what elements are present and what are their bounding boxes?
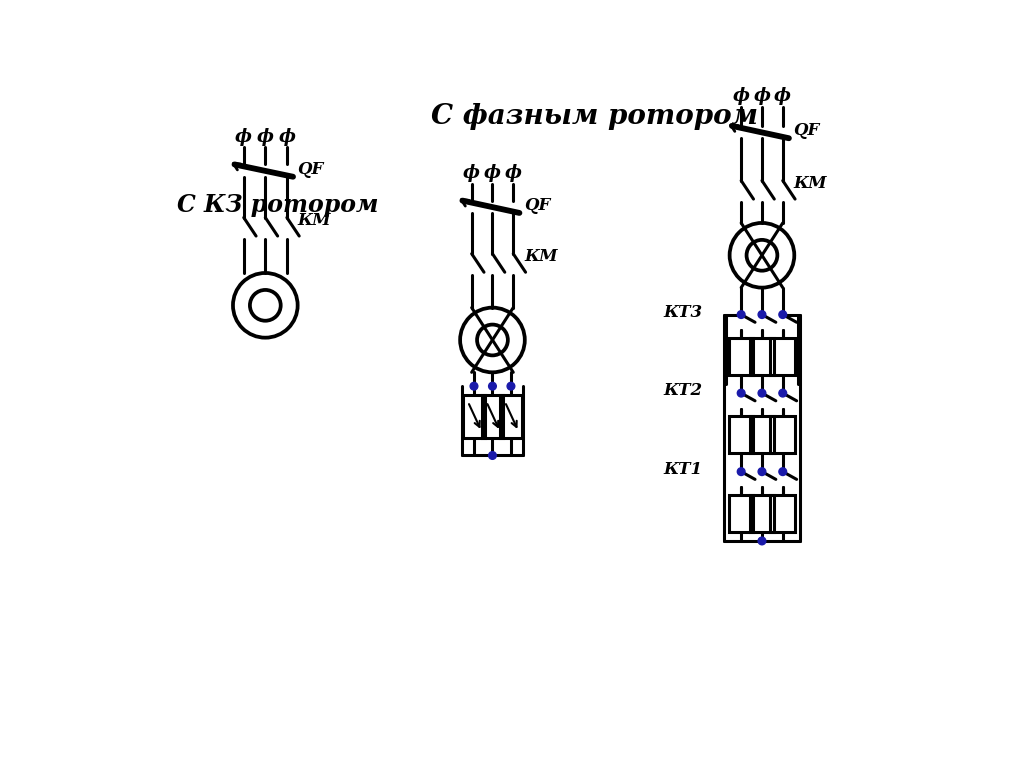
Circle shape: [758, 390, 766, 397]
Text: ϕ: ϕ: [484, 164, 501, 182]
Text: КМ: КМ: [794, 175, 827, 193]
Circle shape: [737, 468, 745, 476]
Text: QF: QF: [524, 196, 550, 214]
Bar: [770, 495, 795, 532]
Text: КТ2: КТ2: [664, 382, 702, 400]
Text: КМ: КМ: [524, 249, 557, 265]
Circle shape: [488, 382, 497, 390]
Bar: [500, 396, 521, 438]
Bar: [481, 396, 503, 438]
Circle shape: [737, 311, 745, 318]
Circle shape: [737, 390, 745, 397]
Text: КТ3: КТ3: [664, 304, 702, 321]
Bar: [770, 337, 795, 374]
Circle shape: [758, 537, 766, 545]
Text: С фазным ротором: С фазным ротором: [431, 104, 758, 130]
Circle shape: [779, 311, 786, 318]
Circle shape: [488, 452, 497, 459]
Text: QF: QF: [298, 160, 324, 177]
Text: КТ1: КТ1: [664, 461, 702, 478]
Text: ϕ: ϕ: [505, 164, 522, 182]
Circle shape: [758, 468, 766, 476]
Circle shape: [507, 382, 515, 390]
Circle shape: [758, 311, 766, 318]
Text: ϕ: ϕ: [463, 164, 480, 182]
Text: С КЗ ротором: С КЗ ротором: [177, 193, 378, 217]
Bar: [750, 416, 774, 453]
Text: ϕ: ϕ: [257, 128, 273, 146]
Text: ϕ: ϕ: [279, 128, 295, 146]
Bar: [729, 416, 754, 453]
Bar: [750, 495, 774, 532]
Text: ϕ: ϕ: [236, 128, 252, 146]
Text: ϕ: ϕ: [732, 87, 750, 105]
Circle shape: [779, 468, 786, 476]
Text: QF: QF: [794, 122, 820, 139]
Circle shape: [779, 390, 786, 397]
Bar: [750, 337, 774, 374]
Text: ϕ: ϕ: [774, 87, 792, 105]
Bar: [463, 396, 484, 438]
Circle shape: [470, 382, 478, 390]
Text: ϕ: ϕ: [754, 87, 770, 105]
Bar: [729, 495, 754, 532]
Bar: [729, 337, 754, 374]
Bar: [770, 416, 795, 453]
Text: КМ: КМ: [298, 212, 331, 229]
